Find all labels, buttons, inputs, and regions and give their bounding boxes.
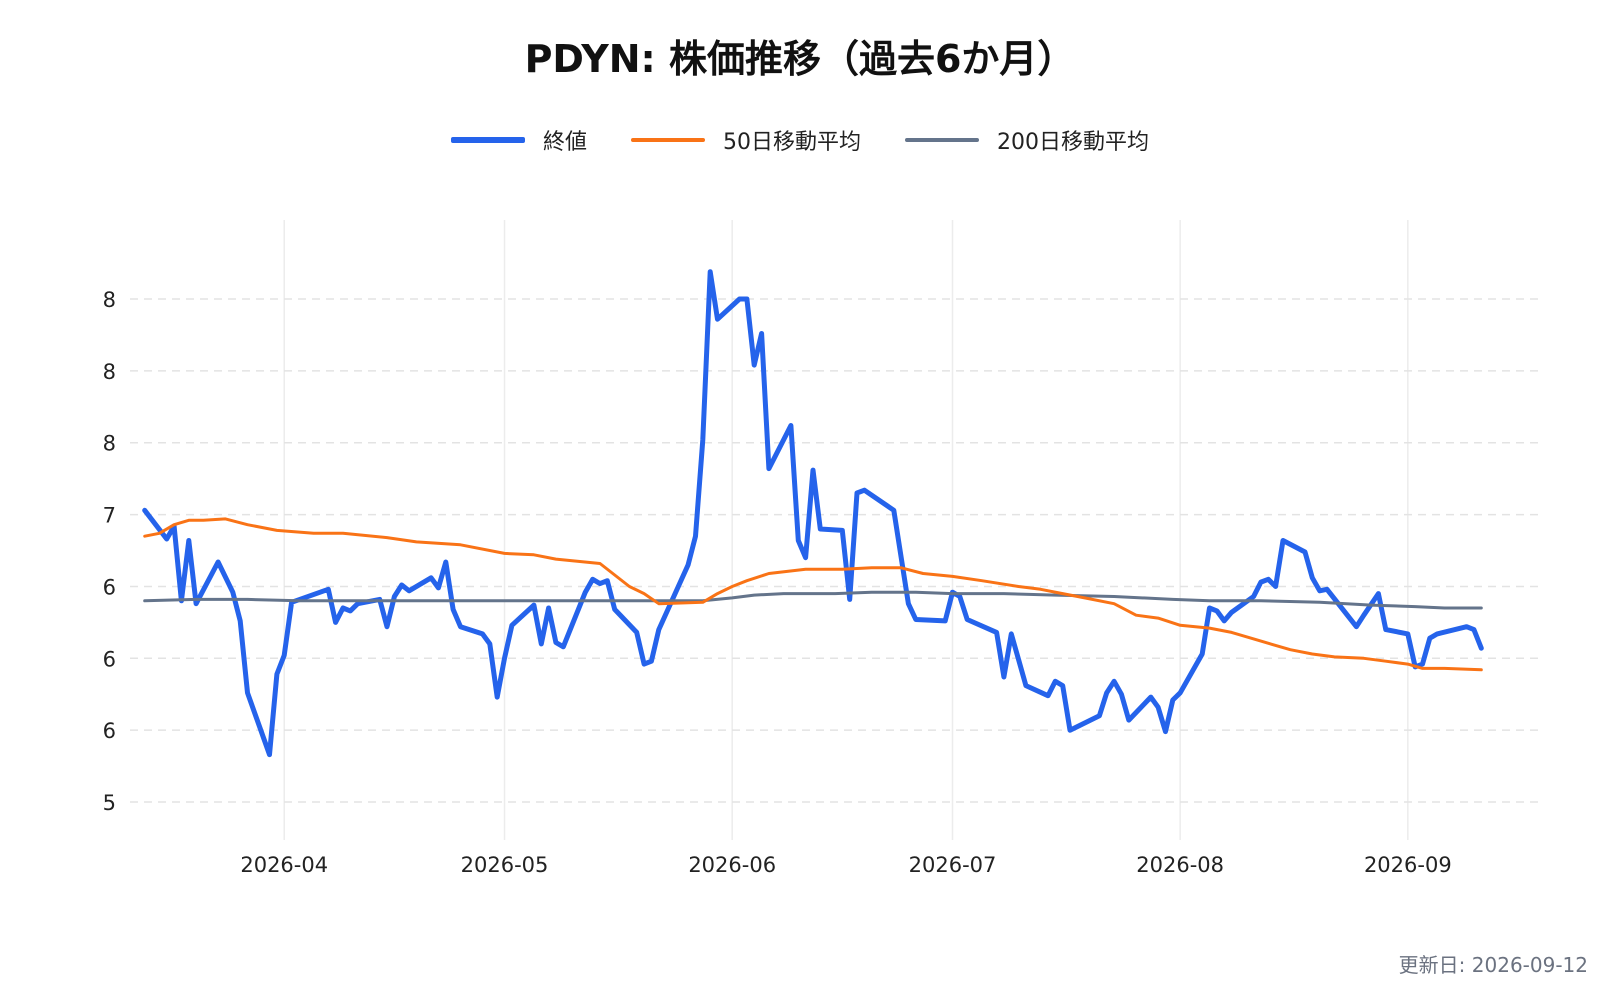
x-tick-label: 2026-04	[240, 853, 328, 877]
y-tick-label: 5	[103, 791, 116, 815]
series-line-close	[142, 269, 1484, 758]
y-axis-tick-labels: 5 6 6 6 7 8 8 8	[103, 288, 116, 815]
y-tick-label: 8	[103, 360, 116, 384]
y-gridlines	[130, 298, 1540, 803]
series-line-ma200	[143, 590, 1483, 610]
x-tick-label: 2026-08	[1136, 853, 1224, 877]
legend-item-close[interactable]: 終値	[450, 124, 587, 156]
y-tick-label: 8	[103, 432, 116, 456]
chart-title: PDYN: 株価推移（過去6か月）	[524, 37, 1076, 81]
legend-swatch-ma50	[631, 138, 705, 142]
x-tick-label: 2026-06	[688, 853, 776, 877]
y-tick-label: 8	[103, 288, 116, 312]
legend-item-ma200[interactable]: 200日移動平均	[905, 124, 1149, 156]
x-tick-label: 2026-09	[1364, 853, 1452, 877]
chart-legend: 終値 50日移動平均 200日移動平均	[0, 124, 1600, 156]
y-tick-label: 6	[103, 575, 116, 599]
legend-label-ma200: 200日移動平均	[997, 130, 1149, 155]
legend-item-ma50[interactable]: 50日移動平均	[631, 124, 861, 156]
series-lines	[142, 269, 1484, 758]
x-axis-tick-labels: 2026-04 2026-05 2026-06 2026-07 2026-08 2026-…	[240, 853, 1451, 877]
y-tick-label: 6	[103, 719, 116, 743]
y-tick-label: 7	[103, 504, 116, 528]
legend-swatch-close	[450, 137, 525, 143]
legend-swatch-ma200	[905, 138, 979, 142]
x-tick-label: 2026-07	[909, 853, 997, 877]
x-tick-label: 2026-05	[461, 853, 549, 877]
x-gridlines	[283, 220, 1409, 840]
updated-date: 更新日: 2026-09-12	[1398, 953, 1588, 977]
legend-label-ma50: 50日移動平均	[723, 130, 861, 155]
legend-label-close: 終値	[542, 130, 587, 155]
y-tick-label: 6	[103, 647, 116, 671]
series-line-ma50	[143, 517, 1483, 672]
